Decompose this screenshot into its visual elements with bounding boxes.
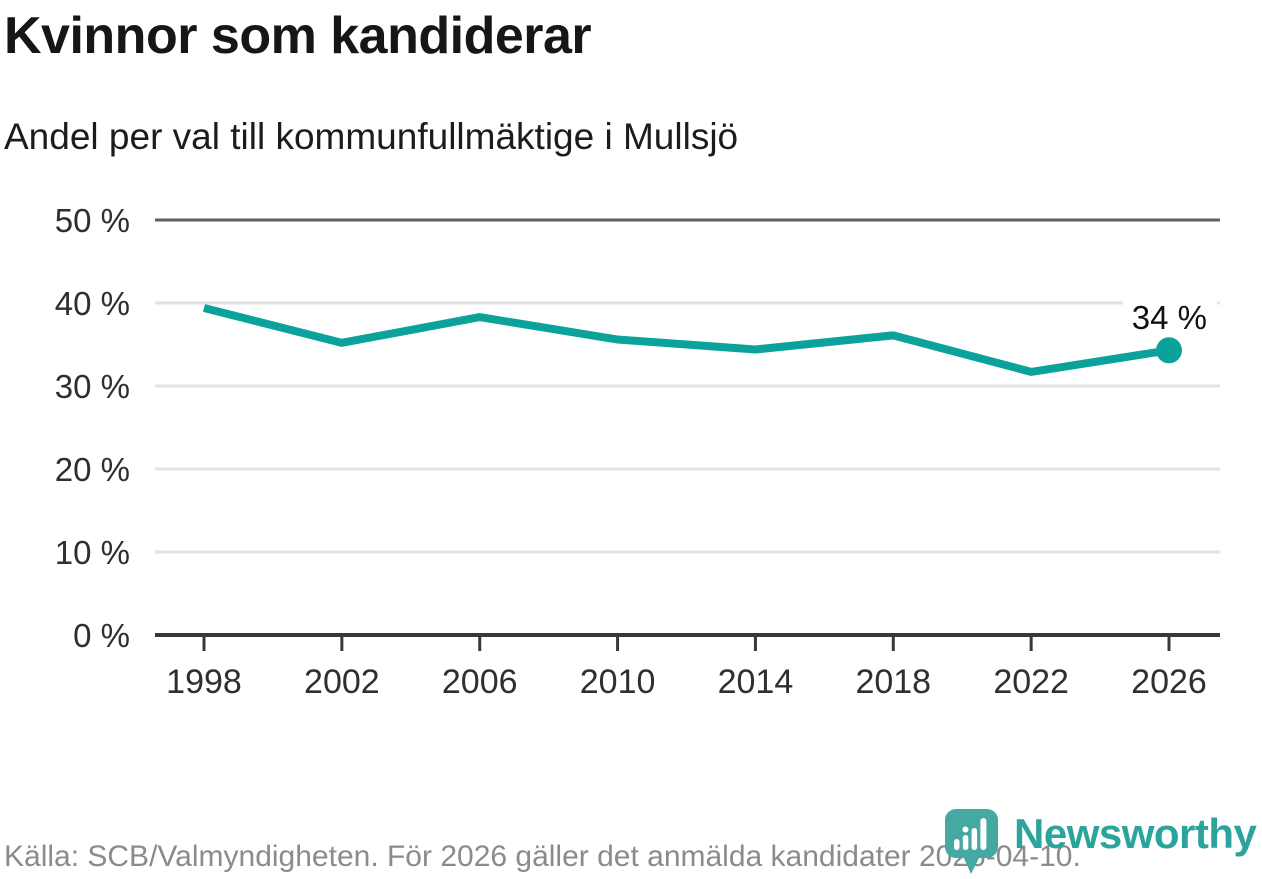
x-axis-label: 1998: [166, 663, 242, 701]
x-axis-label: 2002: [304, 663, 380, 701]
chart-title: Kvinnor som kandiderar: [4, 7, 592, 65]
x-axis-label: 2026: [1131, 663, 1207, 701]
y-axis-label: 20 %: [55, 451, 130, 488]
newsworthy-logo: Newsworthy: [944, 808, 1257, 876]
x-axis-label: 2010: [580, 663, 656, 701]
y-axis-label: 40 %: [55, 285, 130, 322]
source-note: Källa: SCB/Valmyndigheten. För 2026 gäll…: [4, 840, 1081, 873]
last-value-label-halo: [1123, 296, 1217, 338]
x-axis-label: 2006: [442, 663, 518, 701]
y-axis-label: 50 %: [55, 202, 130, 239]
y-axis-label: 30 %: [55, 368, 130, 405]
last-value-label: 34 %: [1132, 299, 1207, 336]
newsworthy-logo-text: Newsworthy: [1014, 810, 1257, 857]
line-chart: 50 % 40 % 30 % 20 % 10 % 0 % 1998 2002 2006 2010 2…: [55, 202, 1220, 701]
last-data-point-marker: [1156, 337, 1182, 364]
y-axis-label: 0 %: [73, 617, 130, 654]
x-axis-label: 2014: [718, 663, 794, 701]
x-axis-label: 2022: [993, 663, 1069, 701]
newsworthy-pin-icon: [945, 809, 998, 874]
x-axis-label: 2018: [855, 663, 931, 701]
data-line: [203, 304, 1170, 376]
y-axis-label: 10 %: [55, 534, 130, 571]
chart-subtitle: Andel per val till kommunfullmäktige i M…: [4, 116, 739, 157]
